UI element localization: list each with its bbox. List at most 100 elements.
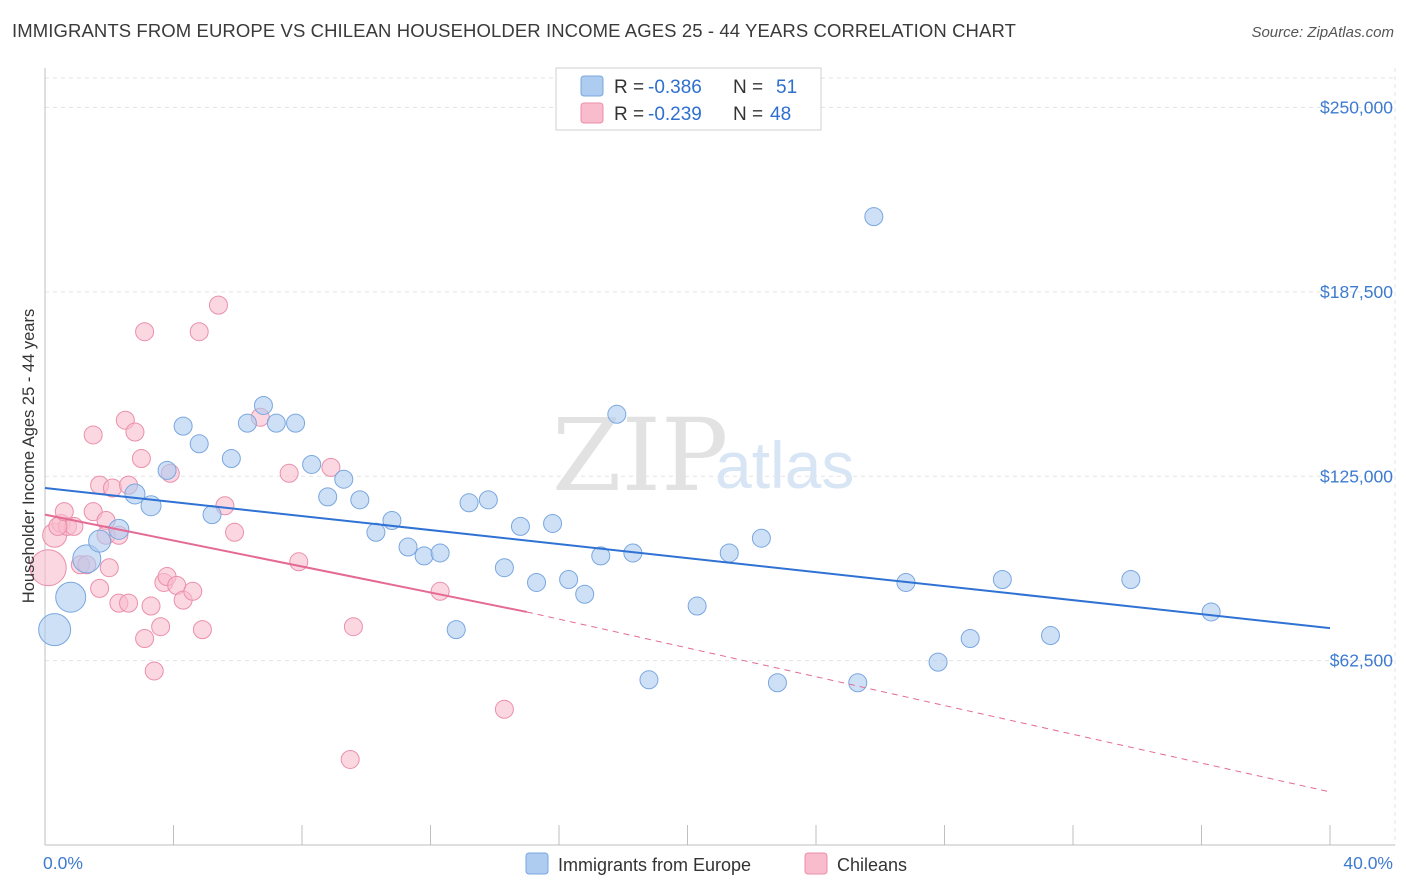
chileans-point bbox=[151, 617, 171, 637]
immigrants-point bbox=[446, 620, 466, 640]
immigrants-point bbox=[719, 543, 739, 563]
immigrants-point bbox=[928, 652, 948, 672]
immigrants-point bbox=[510, 516, 530, 536]
immigrants-point bbox=[414, 546, 434, 566]
legend-r-value-1: -0.386 bbox=[648, 77, 702, 98]
chileans-point bbox=[340, 749, 360, 769]
immigrants-point bbox=[334, 469, 354, 489]
immigrants-point bbox=[88, 529, 112, 553]
immigrants-point bbox=[398, 537, 418, 557]
chileans-point bbox=[144, 661, 164, 681]
legend-r-label-2: R = bbox=[614, 104, 644, 125]
chileans-point bbox=[321, 457, 341, 477]
immigrants-point bbox=[591, 546, 611, 566]
immigrants-point bbox=[202, 505, 222, 525]
series-immigrants-points bbox=[38, 207, 1221, 693]
immigrants-point bbox=[72, 544, 102, 574]
chileans-point bbox=[54, 502, 74, 522]
legend-swatch-immigrants bbox=[580, 75, 604, 97]
immigrants-trend-line bbox=[44, 487, 1331, 630]
chileans-point bbox=[343, 617, 363, 637]
immigrants-point bbox=[189, 434, 209, 454]
immigrants-point bbox=[751, 528, 771, 548]
trend-lines bbox=[44, 487, 1331, 793]
immigrants-point bbox=[430, 543, 450, 563]
y-tick-label: $250,000 bbox=[1320, 98, 1393, 118]
series-chileans-points bbox=[29, 295, 514, 769]
legend-r-label-1: R = bbox=[614, 77, 644, 98]
tick-labels: $62,500 $125,000 $187,500 $250,000 0.0% 40.0% bbox=[43, 98, 1393, 874]
source-credit: Source: ZipAtlas.com bbox=[1251, 24, 1394, 41]
chileans-trend-line bbox=[44, 513, 528, 613]
y-axis-label: Householder Income Ages 25 - 44 years bbox=[20, 309, 38, 603]
y-tick-label: $125,000 bbox=[1320, 466, 1393, 486]
immigrants-point bbox=[543, 513, 563, 533]
immigrants-point bbox=[607, 404, 627, 424]
legend-n-value-2: 48 bbox=[770, 104, 791, 125]
immigrants-point bbox=[494, 558, 514, 578]
chileans-point bbox=[494, 699, 514, 719]
bottom-legend-swatch-chileans bbox=[804, 852, 828, 875]
watermark-atlas: atlas bbox=[715, 428, 854, 502]
legend-swatch-chileans bbox=[580, 102, 604, 124]
immigrants-point bbox=[253, 395, 273, 415]
chileans-point bbox=[225, 522, 245, 542]
immigrants-point bbox=[318, 487, 338, 507]
legend-n-label-2: N = bbox=[733, 104, 763, 125]
legend-n-label-1: N = bbox=[733, 77, 763, 98]
chileans-point bbox=[90, 578, 110, 598]
immigrants-point bbox=[478, 490, 498, 510]
chileans-point bbox=[135, 629, 155, 648]
immigrants-point bbox=[302, 454, 322, 474]
immigrants-point bbox=[1121, 570, 1141, 589]
chileans-point bbox=[29, 549, 67, 587]
immigrants-point bbox=[221, 449, 241, 469]
stats-legend: R = -0.386 N = 51 R = -0.239 N = 48 bbox=[555, 67, 822, 131]
chileans-point bbox=[99, 558, 119, 578]
chileans-point bbox=[279, 463, 299, 483]
immigrants-point bbox=[286, 413, 306, 433]
chileans-point bbox=[183, 581, 203, 601]
chileans-point bbox=[430, 581, 450, 601]
immigrants-point bbox=[1041, 626, 1061, 646]
immigrants-point bbox=[266, 413, 286, 433]
immigrants-point bbox=[960, 629, 980, 648]
axes bbox=[44, 68, 1395, 846]
chart-title: IMMIGRANTS FROM EUROPE VS CHILEAN HOUSEH… bbox=[12, 20, 1016, 41]
chileans-point bbox=[189, 322, 209, 342]
immigrants-point bbox=[55, 581, 87, 613]
chileans-point bbox=[119, 593, 139, 613]
immigrants-point bbox=[173, 416, 193, 436]
x-tick-label-min: 0.0% bbox=[43, 853, 83, 873]
bottom-legend-label-chileans: Chileans bbox=[837, 855, 907, 875]
immigrants-point bbox=[38, 613, 72, 647]
chileans-point bbox=[208, 295, 228, 315]
immigrants-point bbox=[366, 522, 386, 542]
immigrants-point bbox=[639, 670, 659, 690]
series-legend: Immigrants from Europe Chileans bbox=[525, 852, 907, 875]
chileans-point bbox=[135, 322, 155, 342]
chileans-trend-extension bbox=[526, 611, 1331, 793]
immigrants-point bbox=[575, 584, 595, 604]
bottom-legend-label-immigrants: Immigrants from Europe bbox=[558, 855, 751, 875]
y-tick-label: $62,500 bbox=[1330, 651, 1394, 671]
chileans-point bbox=[131, 449, 151, 469]
y-tick-label: $187,500 bbox=[1320, 282, 1393, 302]
chileans-point bbox=[141, 596, 161, 616]
immigrants-point bbox=[848, 673, 868, 693]
immigrants-point bbox=[1201, 602, 1221, 622]
immigrants-point bbox=[237, 413, 257, 433]
chileans-point bbox=[125, 422, 145, 442]
watermark-zip: ZIP bbox=[552, 397, 728, 514]
legend-n-value-1: 51 bbox=[776, 77, 797, 98]
immigrants-point bbox=[992, 570, 1012, 589]
chileans-point bbox=[83, 425, 103, 445]
bottom-legend-swatch-immigrants bbox=[525, 852, 549, 875]
chileans-point bbox=[192, 620, 212, 640]
immigrants-point bbox=[767, 673, 787, 693]
immigrants-point bbox=[527, 572, 547, 592]
immigrants-point bbox=[459, 493, 479, 513]
immigrants-point bbox=[864, 207, 884, 227]
immigrants-point bbox=[559, 570, 579, 589]
immigrants-point bbox=[687, 596, 707, 616]
